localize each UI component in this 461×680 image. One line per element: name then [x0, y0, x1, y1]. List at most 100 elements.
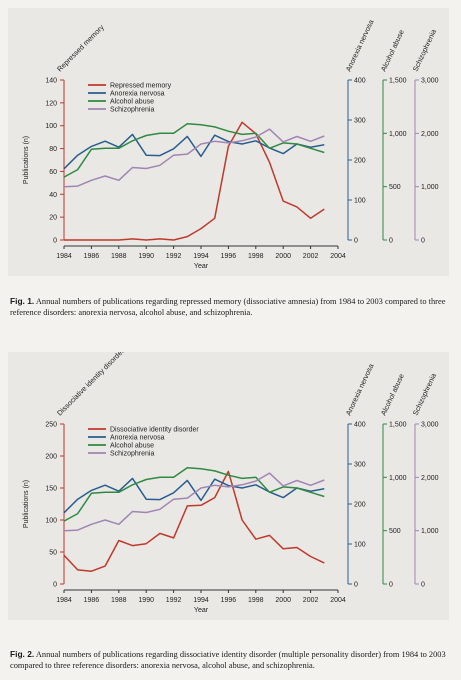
- x-axis-label: Year: [194, 607, 209, 614]
- figure-2-caption-text: Annual numbers of publications regarding…: [10, 650, 446, 670]
- y-tick-label-main: 60: [49, 169, 57, 176]
- y-tick-label-schizo: 0: [421, 238, 425, 245]
- x-tick-label: 1994: [193, 597, 209, 604]
- legend-label-1: Anorexia nervosa: [110, 435, 165, 442]
- y-tick-label-main: 250: [45, 422, 57, 429]
- x-tick-label: 1992: [166, 253, 182, 260]
- axis-title-anorexia: Anorexia nervosa: [344, 18, 376, 73]
- y-tick-label-alcohol: 1,500: [389, 422, 407, 429]
- x-tick-label: 2004: [330, 597, 346, 604]
- legend-label-1: Anorexia nervosa: [110, 91, 165, 98]
- x-tick-label: 2002: [303, 597, 319, 604]
- series-line-0: [63, 470, 325, 572]
- y-tick-label-schizo: 3,000: [421, 78, 439, 85]
- axis-title-schizo: Schizophrenia: [411, 372, 438, 417]
- x-tick-label: 1988: [111, 597, 127, 604]
- axis-title-anorexia: Anorexia nervosa: [344, 362, 376, 417]
- y-tick-label-main: 100: [45, 123, 57, 130]
- y-tick-label-main: 100: [45, 518, 57, 525]
- y-tick-label-anorexia: 400: [354, 422, 366, 429]
- x-tick-label: 1996: [221, 253, 237, 260]
- y-tick-label-anorexia: 100: [354, 542, 366, 549]
- axis-title-alcohol: Alcohol abuse: [379, 28, 406, 73]
- y-tick-label-main: 0: [53, 238, 57, 245]
- y-tick-label-anorexia: 200: [354, 502, 366, 509]
- x-tick-label: 1988: [111, 253, 127, 260]
- y-tick-label-main: 120: [45, 100, 57, 107]
- x-tick-label: 1998: [248, 597, 264, 604]
- figure-1-panel: 0 20 40 60 80 100 120 140 Publications (n) Repres…: [8, 8, 449, 276]
- y-tick-label-anorexia: 0: [354, 582, 358, 589]
- y-tick-label-alcohol: 0: [389, 582, 393, 589]
- x-tick-label: 1996: [221, 597, 237, 604]
- x-tick-label: 1990: [138, 253, 154, 260]
- figure-2-caption-label: Fig. 2.: [10, 649, 35, 659]
- figure-1-caption-label: Fig. 1.: [10, 296, 35, 306]
- series-line-1: [63, 477, 325, 514]
- y-tick-label-alcohol: 1,500: [389, 78, 407, 85]
- y-axis-label: Publications (n): [23, 136, 30, 184]
- legend-label-3: Schizophrenia: [110, 451, 154, 458]
- x-tick-label: 1986: [84, 253, 100, 260]
- y-tick-label-schizo: 3,000: [421, 422, 439, 429]
- figure-2-chart: 0 50 100 150 200 250 Publications (n) Dissociat…: [23, 352, 439, 614]
- y-tick-label-schizo: 1,000: [421, 184, 439, 191]
- y-tick-label-alcohol: 500: [389, 184, 401, 191]
- y-tick-label-main: 150: [45, 486, 57, 493]
- y-tick-label-main: 200: [45, 454, 57, 461]
- y-axis-label: Publications (n): [23, 480, 30, 528]
- series-line-3: [63, 472, 325, 532]
- x-tick-label: 2000: [275, 253, 291, 260]
- series-line-2: [63, 122, 325, 178]
- x-tick-label: 2004: [330, 253, 346, 260]
- x-tick-label: 2000: [275, 597, 291, 604]
- legend-label-0: Repressed memory: [110, 83, 172, 90]
- x-tick-label: 1986: [84, 597, 100, 604]
- y-tick-label-alcohol: 0: [389, 238, 393, 245]
- legend-label-0: Dissociative identity disorder: [110, 427, 199, 434]
- y-tick-label-main: 80: [49, 146, 57, 153]
- y-tick-label-main: 140: [45, 78, 57, 85]
- y-tick-label-anorexia: 0: [354, 238, 358, 245]
- figure-1-caption-text: Annual numbers of publications regarding…: [10, 297, 446, 317]
- legend-label-3: Schizophrenia: [110, 107, 154, 114]
- main-axis-title: Repressed memory: [55, 22, 106, 73]
- y-tick-label-anorexia: 100: [354, 198, 366, 205]
- axis-title-alcohol: Alcohol abuse: [379, 372, 406, 417]
- y-tick-label-schizo: 1,000: [421, 528, 439, 535]
- y-tick-label-schizo: 2,000: [421, 131, 439, 138]
- y-tick-label-main: 0: [53, 582, 57, 589]
- main-axis-title: Dissociative identity disorder: [55, 352, 126, 417]
- series-line-0: [64, 121, 325, 241]
- y-tick-label-alcohol: 1,000: [389, 475, 407, 482]
- figure-2-caption: Fig. 2. Annual numbers of publications r…: [10, 649, 450, 671]
- series-line-2: [63, 466, 325, 522]
- y-tick-label-schizo: 2,000: [421, 475, 439, 482]
- figure-1-caption: Fig. 1. Annual numbers of publications r…: [10, 296, 450, 318]
- x-tick-label: 1984: [56, 597, 72, 604]
- x-tick-label: 2002: [303, 253, 319, 260]
- x-tick-label: 1984: [56, 253, 72, 260]
- x-tick-label: 1998: [248, 253, 264, 260]
- y-tick-label-anorexia: 300: [354, 462, 366, 469]
- series-line-3: [63, 128, 325, 188]
- y-tick-label-main: 40: [49, 192, 57, 199]
- y-tick-label-anorexia: 400: [354, 78, 366, 85]
- x-tick-label: 1994: [193, 253, 209, 260]
- y-tick-label-alcohol: 500: [389, 528, 401, 535]
- y-tick-label-main: 50: [49, 550, 57, 557]
- legend-label-2: Alcohol abuse: [110, 99, 154, 106]
- y-tick-label-anorexia: 300: [354, 118, 366, 125]
- series-line-1: [63, 133, 325, 170]
- y-tick-label-main: 20: [49, 215, 57, 222]
- legend-label-2: Alcohol abuse: [110, 443, 154, 450]
- y-tick-label-alcohol: 1,000: [389, 131, 407, 138]
- x-tick-label: 1990: [138, 597, 154, 604]
- axis-title-schizo: Schizophrenia: [411, 28, 438, 73]
- figure-2-panel: 0 50 100 150 200 250 Publications (n) Dissociat…: [8, 352, 449, 620]
- y-tick-label-anorexia: 200: [354, 158, 366, 165]
- x-tick-label: 1992: [166, 597, 182, 604]
- y-tick-label-schizo: 0: [421, 582, 425, 589]
- x-axis-label: Year: [194, 263, 209, 270]
